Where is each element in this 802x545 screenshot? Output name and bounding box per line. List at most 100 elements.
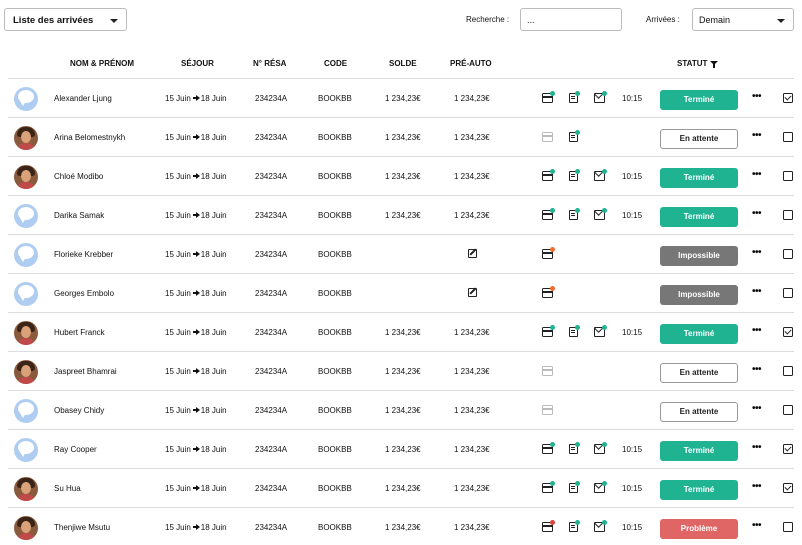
table-row[interactable]: Florieke Krebber 15 Juin 18 Juin 234234A BOO… bbox=[8, 234, 794, 273]
credit-card-icon[interactable] bbox=[542, 405, 553, 415]
credit-card-icon[interactable] bbox=[542, 247, 555, 259]
more-icon[interactable]: ••• bbox=[752, 520, 762, 531]
row-checkbox[interactable] bbox=[783, 93, 793, 103]
mail-icon[interactable] bbox=[594, 208, 607, 220]
more-icon[interactable]: ••• bbox=[752, 247, 762, 258]
header-status[interactable]: STATUT bbox=[677, 59, 719, 68]
row-checkbox[interactable] bbox=[783, 249, 793, 259]
credit-card-icon[interactable] bbox=[542, 91, 555, 103]
more-icon[interactable]: ••• bbox=[752, 208, 762, 219]
mail-icon[interactable] bbox=[594, 325, 607, 337]
table-row[interactable]: Georges Embolo 15 Juin 18 Juin 234234A BOOKB… bbox=[8, 273, 794, 312]
credit-card-icon[interactable] bbox=[542, 520, 555, 532]
mail-icon[interactable] bbox=[594, 442, 607, 454]
header-name[interactable]: NOM & PRÉNOM bbox=[70, 59, 134, 68]
filter-icon[interactable] bbox=[710, 61, 719, 68]
status-badge[interactable]: Terminé bbox=[660, 324, 738, 344]
mail-icon[interactable] bbox=[594, 169, 607, 181]
status-badge[interactable]: Problème bbox=[660, 519, 738, 539]
document-icon[interactable] bbox=[569, 325, 580, 337]
more-icon[interactable]: ••• bbox=[752, 403, 762, 414]
row-checkbox[interactable] bbox=[783, 132, 793, 142]
more-icon[interactable]: ••• bbox=[752, 325, 762, 336]
row-checkbox[interactable] bbox=[783, 288, 793, 298]
table-row[interactable]: Jaspreet Bhamrai 15 Juin 18 Juin 234234A BOO… bbox=[8, 351, 794, 390]
guest-name[interactable]: Jaspreet Bhamrai bbox=[54, 367, 117, 376]
more-icon[interactable]: ••• bbox=[752, 169, 762, 180]
more-icon[interactable]: ••• bbox=[752, 130, 762, 141]
document-icon[interactable] bbox=[569, 208, 580, 220]
document-icon[interactable] bbox=[569, 169, 580, 181]
header-preauto[interactable]: PRÉ-AUTO bbox=[450, 59, 492, 68]
status-badge[interactable]: Impossible bbox=[660, 285, 738, 305]
guest-name[interactable]: Ray Cooper bbox=[54, 445, 97, 454]
guest-name[interactable]: Obasey Chidy bbox=[54, 406, 105, 415]
status-badge[interactable]: En attente bbox=[660, 363, 738, 383]
guest-name[interactable]: Arina Belomestnykh bbox=[54, 133, 126, 142]
header-solde[interactable]: SOLDE bbox=[389, 59, 417, 68]
guest-name[interactable]: Alexander Ljung bbox=[54, 94, 112, 103]
guest-name[interactable]: Thenjiwe Msutu bbox=[54, 523, 111, 532]
status-badge[interactable]: Terminé bbox=[660, 480, 738, 500]
table-row[interactable]: Arina Belomestnykh 15 Juin 18 Juin 234234A B… bbox=[8, 117, 794, 156]
credit-card-icon[interactable] bbox=[542, 169, 555, 181]
guest-name[interactable]: Chloé Modibo bbox=[54, 172, 104, 181]
row-checkbox[interactable] bbox=[783, 405, 793, 415]
more-icon[interactable]: ••• bbox=[752, 481, 762, 492]
header-stay[interactable]: SÉJOUR bbox=[181, 59, 214, 68]
row-checkbox[interactable] bbox=[783, 483, 793, 493]
status-badge[interactable]: En attente bbox=[660, 129, 738, 149]
guest-name[interactable]: Darika Samak bbox=[54, 211, 105, 220]
row-checkbox[interactable] bbox=[783, 210, 793, 220]
table-row[interactable]: Ray Cooper 15 Juin 18 Juin 234234A BOOKBB 1 2… bbox=[8, 429, 794, 468]
status-badge[interactable]: En attente bbox=[660, 402, 738, 422]
edit-icon[interactable] bbox=[468, 249, 477, 258]
table-row[interactable]: Obasey Chidy 15 Juin 18 Juin 234234A BOOKBB 1… bbox=[8, 390, 794, 429]
edit-icon[interactable] bbox=[468, 288, 477, 297]
credit-card-icon[interactable] bbox=[542, 132, 553, 142]
status-badge[interactable]: Terminé bbox=[660, 90, 738, 110]
document-icon[interactable] bbox=[569, 442, 580, 454]
table-row[interactable]: Alexander Ljung 15 Juin 18 Juin 234234A BOOK… bbox=[8, 78, 794, 117]
guest-name[interactable]: Hubert Franck bbox=[54, 328, 105, 337]
list-select[interactable]: Liste des arrivées bbox=[4, 8, 127, 31]
table-row[interactable]: Su Hua 15 Juin 18 Juin 234234A BOOKBB 1 234,2… bbox=[8, 468, 794, 507]
row-checkbox[interactable] bbox=[783, 366, 793, 376]
document-icon[interactable] bbox=[569, 130, 580, 142]
credit-card-icon[interactable] bbox=[542, 325, 555, 337]
status-badge[interactable]: Impossible bbox=[660, 246, 738, 266]
table-row[interactable]: Thenjiwe Msutu 15 Juin 18 Juin 234234A BOOKB… bbox=[8, 507, 794, 545]
search-input[interactable] bbox=[520, 8, 622, 31]
table-row[interactable]: Darika Samak 15 Juin 18 Juin 234234A BOOKBB 1… bbox=[8, 195, 794, 234]
guest-name[interactable]: Georges Embolo bbox=[54, 289, 115, 298]
more-icon[interactable]: ••• bbox=[752, 442, 762, 453]
document-icon[interactable] bbox=[569, 91, 580, 103]
guest-name[interactable]: Su Hua bbox=[54, 484, 81, 493]
status-badge[interactable]: Terminé bbox=[660, 168, 738, 188]
row-checkbox[interactable] bbox=[783, 327, 793, 337]
document-icon[interactable] bbox=[569, 520, 580, 532]
mail-icon[interactable] bbox=[594, 520, 607, 532]
more-icon[interactable]: ••• bbox=[752, 286, 762, 297]
header-resa[interactable]: N° RÉSA bbox=[253, 59, 287, 68]
mail-icon[interactable] bbox=[594, 481, 607, 493]
mail-icon[interactable] bbox=[594, 91, 607, 103]
credit-card-icon[interactable] bbox=[542, 366, 553, 376]
credit-card-icon[interactable] bbox=[542, 481, 555, 493]
credit-card-icon[interactable] bbox=[542, 442, 555, 454]
more-icon[interactable]: ••• bbox=[752, 91, 762, 102]
status-badge[interactable]: Terminé bbox=[660, 441, 738, 461]
credit-card-icon[interactable] bbox=[542, 208, 555, 220]
row-checkbox[interactable] bbox=[783, 522, 793, 532]
arrivals-select[interactable]: Demain bbox=[692, 8, 794, 31]
document-icon[interactable] bbox=[569, 481, 580, 493]
header-code[interactable]: CODE bbox=[324, 59, 348, 68]
row-checkbox[interactable] bbox=[783, 444, 793, 454]
table-row[interactable]: Chloé Modibo 15 Juin 18 Juin 234234A BOOKBB 1… bbox=[8, 156, 794, 195]
more-icon[interactable]: ••• bbox=[752, 364, 762, 375]
row-checkbox[interactable] bbox=[783, 171, 793, 181]
status-badge[interactable]: Terminé bbox=[660, 207, 738, 227]
table-row[interactable]: Hubert Franck 15 Juin 18 Juin 234234A BOOKBB… bbox=[8, 312, 794, 351]
credit-card-icon[interactable] bbox=[542, 286, 555, 298]
guest-name[interactable]: Florieke Krebber bbox=[54, 250, 114, 259]
